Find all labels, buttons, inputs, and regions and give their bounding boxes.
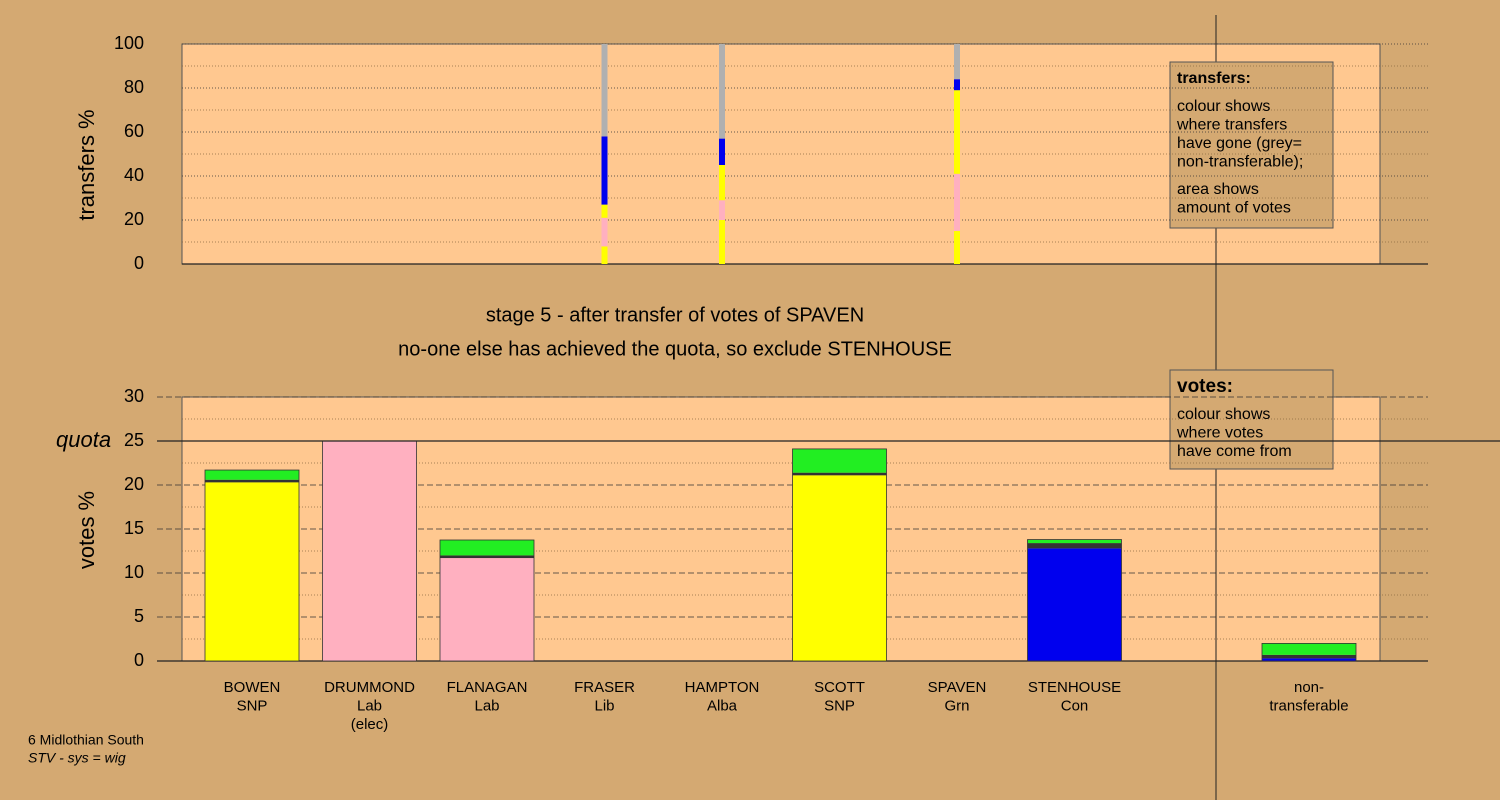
- legend-title: transfers:: [1177, 70, 1251, 87]
- legend-text: where votes: [1176, 425, 1263, 442]
- y-axis-title: votes %: [74, 491, 99, 569]
- bar-segment: [719, 44, 725, 139]
- bar-segment: [719, 165, 725, 201]
- bar-segment: [440, 558, 534, 661]
- bar-segment: [954, 173, 960, 231]
- bar-segment: [719, 200, 725, 220]
- x-tick-label: transferable: [1269, 697, 1348, 714]
- x-tick-label: non-: [1294, 679, 1324, 696]
- y-tick-label: 40: [124, 165, 144, 185]
- bar-segment: [719, 138, 725, 165]
- x-tick-label: HAMPTON: [685, 679, 760, 696]
- legend-text: have come from: [1177, 443, 1292, 460]
- x-tick-label: Grn: [944, 697, 969, 714]
- bar-outline: [1027, 539, 1122, 662]
- x-tick-label: Lib: [594, 697, 614, 714]
- bar-segment: [205, 479, 299, 483]
- x-tick-label: SNP: [824, 697, 855, 714]
- footer: STV - sys = wig: [28, 750, 126, 766]
- bar-segment: [1262, 643, 1356, 655]
- legend-text: where transfers: [1176, 117, 1287, 134]
- legend-title: votes:: [1177, 376, 1233, 397]
- bar-segment: [440, 540, 534, 556]
- y-tick-label: 5: [134, 606, 144, 626]
- x-tick-label: SNP: [237, 697, 268, 714]
- legend-box: [1169, 369, 1334, 470]
- y-tick-label: 100: [114, 33, 144, 53]
- y-tick-label: 60: [124, 121, 144, 141]
- bar-segment: [954, 79, 960, 91]
- y-tick-label: 0: [134, 650, 144, 670]
- legend-text: area shows: [1177, 181, 1259, 198]
- bar-segment: [601, 136, 608, 205]
- bar-segment: [1027, 539, 1122, 544]
- x-tick-label: SPAVEN: [928, 679, 987, 696]
- bar-outline: [792, 448, 887, 662]
- y-tick-label: 20: [124, 474, 144, 494]
- legend-text: amount of votes: [1177, 200, 1291, 217]
- y-tick-label: 15: [124, 518, 144, 538]
- x-tick-label: FLANAGAN: [447, 679, 528, 696]
- bar-outline: [439, 539, 535, 662]
- bar-segment: [719, 220, 725, 264]
- bar-segment: [1262, 654, 1356, 659]
- bar-segment: [601, 217, 608, 247]
- bar-segment: [601, 44, 608, 137]
- y-tick-label: 80: [124, 77, 144, 97]
- bar-segment: [954, 44, 960, 80]
- x-tick-label: Lab: [357, 697, 382, 714]
- x-tick-label: Lab: [474, 697, 499, 714]
- bar-segment: [792, 448, 887, 473]
- legend-text: colour shows: [1177, 406, 1270, 423]
- legend-text: colour shows: [1177, 98, 1270, 115]
- x-tick-label: Alba: [707, 697, 738, 714]
- legend-text: have gone (grey=: [1177, 135, 1302, 152]
- bar-segment: [1262, 658, 1356, 661]
- stage-title: stage 5 - after transfer of votes of SPA…: [486, 304, 864, 326]
- y-tick-label: 0: [134, 253, 144, 273]
- bar-segment: [1027, 548, 1122, 661]
- bar-segment: [1027, 543, 1122, 549]
- y-axis-title: transfers %: [74, 109, 99, 220]
- bar-segment: [322, 441, 417, 661]
- bar-segment: [792, 475, 887, 661]
- quota-label: quota: [56, 427, 111, 452]
- x-tick-label: STENHOUSE: [1028, 679, 1121, 696]
- bar-outline: [1261, 643, 1357, 662]
- x-tick-label: SCOTT: [814, 679, 865, 696]
- x-tick-label: FRASER: [574, 679, 635, 696]
- bar-segment: [601, 246, 608, 264]
- bar-segment: [205, 482, 299, 661]
- legend-box: [1169, 61, 1334, 229]
- y-tick-label: 10: [124, 562, 144, 582]
- x-tick-label: Con: [1061, 697, 1089, 714]
- legend-text: non-transferable);: [1177, 154, 1303, 171]
- bar-segment: [792, 472, 887, 476]
- y-tick-label: 20: [124, 209, 144, 229]
- bar-segment: [440, 555, 534, 559]
- y-tick-label: 30: [124, 386, 144, 406]
- bar-segment: [954, 231, 960, 264]
- x-tick-label: (elec): [351, 716, 389, 733]
- bar-segment: [954, 90, 960, 174]
- bar-segment: [205, 470, 299, 480]
- x-tick-label: BOWEN: [224, 679, 281, 696]
- x-tick-label: DRUMMOND: [324, 679, 415, 696]
- bar-segment: [601, 204, 608, 218]
- y-tick-label: 25: [124, 430, 144, 450]
- bar-outline: [204, 469, 300, 662]
- stage-subtitle: no-one else has achieved the quota, so e…: [398, 338, 952, 360]
- footer: 6 Midlothian South: [28, 732, 144, 748]
